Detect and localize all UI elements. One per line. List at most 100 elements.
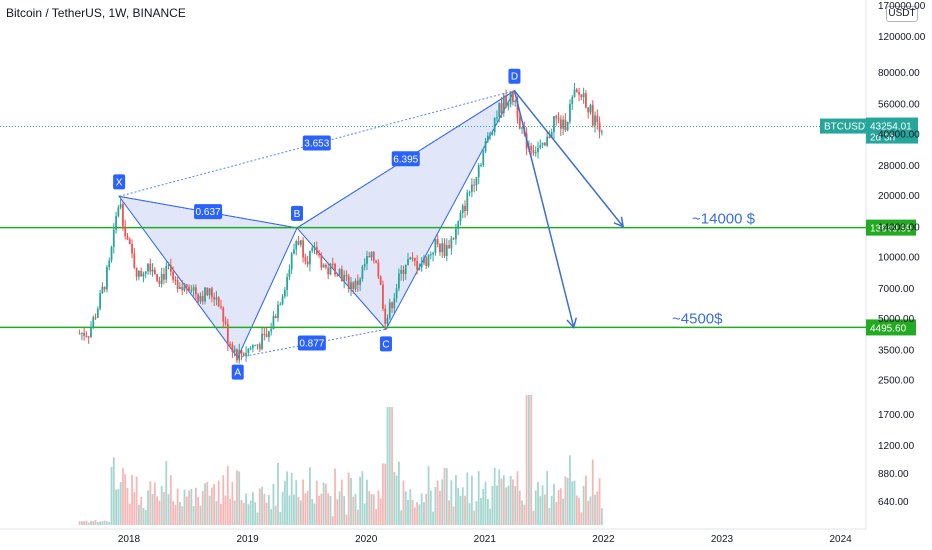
volume-bar (167, 494, 170, 525)
volume-bar (222, 475, 225, 525)
candle-body (537, 147, 539, 153)
volume-bar (299, 500, 302, 525)
volume-bar (407, 499, 409, 525)
candle-body (496, 117, 498, 119)
candle-body (432, 252, 435, 255)
candle-body (137, 270, 140, 277)
candle-body (491, 132, 494, 134)
candle-body (589, 104, 592, 113)
candle-body (327, 267, 330, 275)
volume-bar (514, 486, 517, 525)
candle-body (131, 244, 133, 254)
candle-body (391, 302, 393, 309)
volume-bar (370, 494, 373, 525)
volume-bar (220, 503, 222, 525)
candle-body (334, 263, 336, 275)
volume-bar (313, 503, 316, 525)
candle-body (466, 192, 469, 211)
volume-bar (309, 467, 311, 525)
candle-body (199, 295, 202, 302)
volume-bar (188, 490, 190, 525)
volume-bar (571, 481, 574, 525)
candle-body (325, 264, 327, 268)
volume-bar (573, 480, 576, 525)
ratio-label: 0.637 (196, 207, 221, 218)
candle-body (224, 321, 227, 324)
volume-bar (183, 489, 186, 525)
candle-body (265, 334, 268, 338)
candle-body (493, 118, 496, 133)
volume-bar (347, 472, 350, 525)
candle-body (195, 287, 197, 295)
candle-body (562, 119, 565, 129)
volume-bar (343, 496, 346, 525)
volume-bar (386, 407, 389, 525)
volume-bar (165, 461, 168, 525)
candle-body (534, 152, 537, 154)
volume-bar (199, 505, 202, 525)
candle-body (530, 145, 533, 151)
candle-body (233, 349, 236, 352)
candle-body (181, 286, 184, 291)
candle-body (149, 263, 152, 272)
currency-selector[interactable]: USDT (886, 6, 918, 22)
candle-body (400, 270, 403, 274)
volume-bar (124, 474, 127, 525)
volume-bar (580, 512, 583, 525)
volume-bar (416, 502, 419, 525)
candle-body (163, 274, 165, 280)
candle-body (329, 263, 332, 275)
candle-body (498, 103, 501, 118)
volume-bar (434, 487, 437, 525)
volume-bar (532, 510, 535, 525)
candle-body (197, 294, 200, 302)
volume-bar (400, 510, 403, 525)
candle-body (254, 345, 257, 347)
candle-body (263, 333, 266, 335)
volume-bar (158, 500, 161, 525)
volume-bar (441, 479, 444, 525)
candle-body (464, 205, 466, 211)
candles (78, 82, 603, 364)
volume-bar (594, 494, 596, 525)
volume-bar (585, 475, 587, 525)
volume-bar (512, 479, 514, 525)
price-tick-label: 3500.00 (878, 346, 915, 357)
candle-body (256, 344, 259, 346)
candle-body (578, 91, 580, 95)
volume-bar (254, 502, 257, 525)
volume-bar (459, 495, 462, 525)
candle-body (477, 165, 480, 178)
volume-bar (382, 463, 384, 525)
volume-bar (480, 498, 482, 525)
candle-body (99, 293, 102, 309)
volume-bar (103, 520, 106, 525)
candle-body (208, 288, 211, 296)
candle-body (347, 276, 350, 289)
time-tick-label: 2020 (355, 534, 378, 545)
candle-body (90, 327, 92, 337)
candle-body (309, 251, 311, 265)
time-tick-label: 2023 (711, 534, 734, 545)
volume-bar (470, 475, 473, 525)
candle-body (532, 150, 535, 154)
volume-bar (210, 487, 213, 525)
ratio-tag (391, 151, 420, 167)
candle-body (566, 121, 569, 131)
volume-bar (286, 471, 289, 525)
candle-body (470, 184, 473, 192)
candle-body (448, 244, 450, 249)
candle-body (222, 307, 225, 322)
volume-bar (516, 471, 519, 525)
volume-bar (518, 490, 521, 525)
projection-arrow-head (566, 317, 577, 329)
volume-bar (436, 480, 439, 525)
volume-bar (322, 482, 325, 525)
volume-bar (600, 508, 603, 525)
volume-bar (80, 521, 83, 525)
level-annotation: ~14000 $ (692, 211, 756, 228)
candle-body (201, 295, 204, 302)
candle-body (340, 269, 343, 282)
candle-body (416, 260, 419, 270)
